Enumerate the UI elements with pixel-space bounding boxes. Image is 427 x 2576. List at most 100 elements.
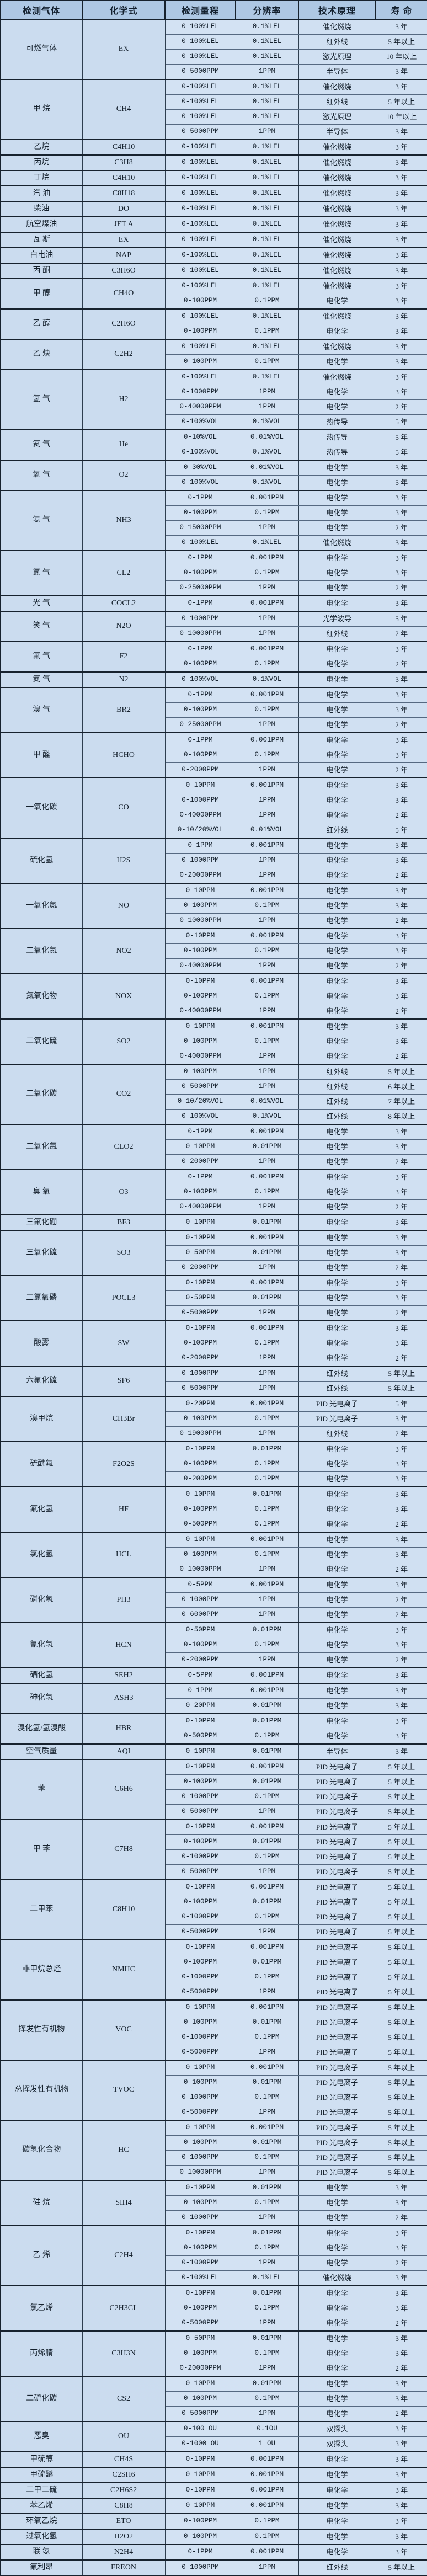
principle-cell: 电化学 bbox=[298, 2180, 376, 2196]
table-row: 苯乙烯 C8H8 0-10PPM 0.001PPM 电化学 3 年 bbox=[0, 2498, 427, 2514]
formula-cell: NO2 bbox=[82, 928, 166, 974]
table-row: 0-5000PPM 1PPM 电化学 2 年 bbox=[1, 1305, 427, 1321]
gas-name-cell: 三氧化硫 bbox=[0, 1230, 83, 1276]
table-row: 0-5000PPM 1PPM 半导体 3 年 bbox=[1, 64, 427, 80]
range-cell: 0-100%LEL bbox=[164, 263, 236, 279]
table-row: 0-100PPM 0.1PPM 电化学 3 年 bbox=[1, 702, 427, 718]
table-row: 0-40000PPM 1PPM 电化学 2 年 bbox=[1, 1049, 427, 1065]
gas-name-cell: 丙 酮 bbox=[0, 263, 83, 279]
table-row: 二甲苯 C8H10 0-10PPM 0.001PPM PID 光电离子 5 年以上 bbox=[0, 1879, 427, 1940]
principle-cell: PID 光电离子 bbox=[298, 1924, 376, 1940]
table-row: 0-10000PPM 1PPM 电化学 2 年 bbox=[1, 1562, 427, 1578]
principle-cell: PID 光电离子 bbox=[298, 1955, 376, 1970]
principle-cell: PID 光电离子 bbox=[298, 2090, 376, 2105]
table-row: 0-100PPM 0.01PPM PID 光电离子 5 年以上 bbox=[1, 1774, 427, 1790]
lifespan-cell: 3 年 bbox=[375, 883, 427, 899]
lifespan-cell: 3 年 bbox=[375, 898, 427, 914]
principle-cell: 电化学 bbox=[298, 1517, 376, 1533]
range-cell: 0-2000PPM bbox=[164, 1154, 236, 1170]
formula-cell: CLO2 bbox=[82, 1124, 166, 1170]
resolution-cell: 1PPM bbox=[235, 717, 299, 733]
lifespan-cell: 3 年 bbox=[375, 853, 427, 868]
resolution-cell: 0.1PPM bbox=[235, 324, 299, 340]
column-header-3: 分辨率 bbox=[235, 0, 299, 20]
formula-cell: H2S bbox=[82, 838, 166, 884]
range-cell: 0-10PPM bbox=[164, 2467, 236, 2483]
principle-cell: 半导体 bbox=[298, 124, 376, 140]
gas-name-cell: 六氟化硫 bbox=[0, 1366, 83, 1397]
principle-cell: PID 光电离子 bbox=[298, 1789, 376, 1805]
resolution-cell: 0.001PPM bbox=[235, 1230, 299, 1246]
range-cell: 0-100%LEL bbox=[164, 339, 236, 355]
range-cell: 0-10PPM bbox=[164, 2451, 236, 2468]
formula-cell: SF6 bbox=[82, 1366, 166, 1397]
lifespan-cell: 2 年 bbox=[375, 2316, 427, 2332]
lifespan-cell: 3 年 bbox=[375, 1667, 427, 1684]
resolution-cell: 1PPM bbox=[235, 2406, 299, 2422]
table-row: 0-1000PPM 0.1PPM PID 光电离子 5 年以上 bbox=[1, 1910, 427, 1925]
range-cell: 0-100PPM bbox=[164, 2135, 236, 2151]
resolution-cell: 0.1%LEL bbox=[235, 278, 299, 294]
lifespan-cell: 3 年 bbox=[375, 1502, 427, 1517]
resolution-cell: 0.1%LEL bbox=[235, 79, 299, 95]
principle-cell: PID 光电离子 bbox=[298, 1864, 376, 1880]
resolution-cell: 0.1PPM bbox=[235, 2195, 299, 2211]
range-cell: 0-40000PPM bbox=[164, 399, 236, 415]
principle-cell: 电化学 bbox=[298, 2544, 376, 2561]
resolution-cell: 0.1%LEL bbox=[235, 308, 299, 324]
lifespan-cell: 3 年 bbox=[375, 1320, 427, 1336]
principle-cell: 电化学 bbox=[298, 566, 376, 581]
formula-cell: C2SH6 bbox=[82, 2467, 166, 2483]
principle-cell: 电化学 bbox=[298, 550, 376, 566]
lifespan-cell: 2 年 bbox=[375, 868, 427, 884]
principle-cell: 电化学 bbox=[298, 1199, 376, 1215]
table-row: 0-1000PPM 1PPM 电化学 3 年 bbox=[1, 793, 427, 808]
range-cell: 0-100PPM bbox=[164, 2346, 236, 2361]
resolution-cell: 0.1%LEL bbox=[235, 369, 299, 385]
range-cell: 0-1PPM bbox=[164, 838, 236, 854]
lifespan-cell: 5 年 bbox=[375, 823, 427, 839]
range-cell: 0-20PPM bbox=[164, 1396, 236, 1412]
range-cell: 0-1000PPM bbox=[164, 793, 236, 808]
principle-cell: 电化学 bbox=[298, 913, 376, 929]
lifespan-cell: 3 年 bbox=[375, 641, 427, 657]
range-cell: 0-1000PPM bbox=[164, 1910, 236, 1925]
resolution-cell: 0.01PPM bbox=[235, 1698, 299, 1714]
range-cell: 0-100PPM bbox=[164, 505, 236, 521]
resolution-cell: 1PPM bbox=[235, 626, 299, 642]
principle-cell: PID 光电离子 bbox=[298, 2015, 376, 2030]
table-row: 酸雾 SW 0-10PPM 0.001PPM 电化学 3 年 bbox=[0, 1320, 427, 1367]
range-cell: 0-100%VOL bbox=[164, 671, 236, 688]
lifespan-cell: 5 年 bbox=[375, 429, 427, 445]
table-row: 丙烯腈 C3H3N 0-50PPM 0.01PPM 电化学 3 年 bbox=[0, 2330, 427, 2377]
lifespan-cell: 3 年 bbox=[375, 595, 427, 612]
range-cell: 0-100PPM bbox=[164, 2241, 236, 2256]
range-cell: 0-15000PPM bbox=[164, 520, 236, 536]
lifespan-cell: 3 年 bbox=[375, 1638, 427, 1653]
resolution-cell: 0.1%LEL bbox=[235, 339, 299, 355]
lifespan-cell: 3 年 bbox=[375, 748, 427, 763]
range-cell: 0-10PPM bbox=[164, 2285, 236, 2301]
gas-name-cell: 溴甲烷 bbox=[0, 1396, 83, 1442]
principle-cell: 电化学 bbox=[298, 1004, 376, 1020]
formula-cell: C3H8 bbox=[82, 154, 166, 171]
principle-cell: 电化学 bbox=[298, 883, 376, 899]
range-cell: 0-100%LEL bbox=[164, 308, 236, 324]
lifespan-cell: 3 年 bbox=[375, 263, 427, 279]
principle-cell: 电化学 bbox=[298, 958, 376, 974]
principle-cell: 电化学 bbox=[298, 2225, 376, 2241]
range-cell: 0-50PPM bbox=[164, 1622, 236, 1638]
formula-cell: POCL3 bbox=[82, 1275, 166, 1321]
lifespan-cell: 2 年 bbox=[375, 1049, 427, 1065]
resolution-cell: 0.1%LEL bbox=[235, 170, 299, 186]
resolution-cell: 0.001PPM bbox=[235, 732, 299, 748]
table-row: 环氧乙烷 ETO 0-100PPM 0.1PPM 电化学 3 年 bbox=[0, 2513, 427, 2530]
lifespan-cell: 5 年以上 bbox=[375, 2165, 427, 2181]
formula-cell: CL2 bbox=[82, 550, 166, 596]
table-row: 氯化氢 HCL 0-10PPM 0.001PPM 电化学 3 年 bbox=[0, 1532, 427, 1578]
lifespan-cell: 3 年 bbox=[375, 687, 427, 703]
range-cell: 0-5000PPM bbox=[164, 64, 236, 80]
resolution-cell: 0.001PPM bbox=[235, 1396, 299, 1412]
gas-name-cell: 甲硫醇 bbox=[0, 2451, 83, 2468]
resolution-cell: 0.1PPM bbox=[235, 1547, 299, 1562]
